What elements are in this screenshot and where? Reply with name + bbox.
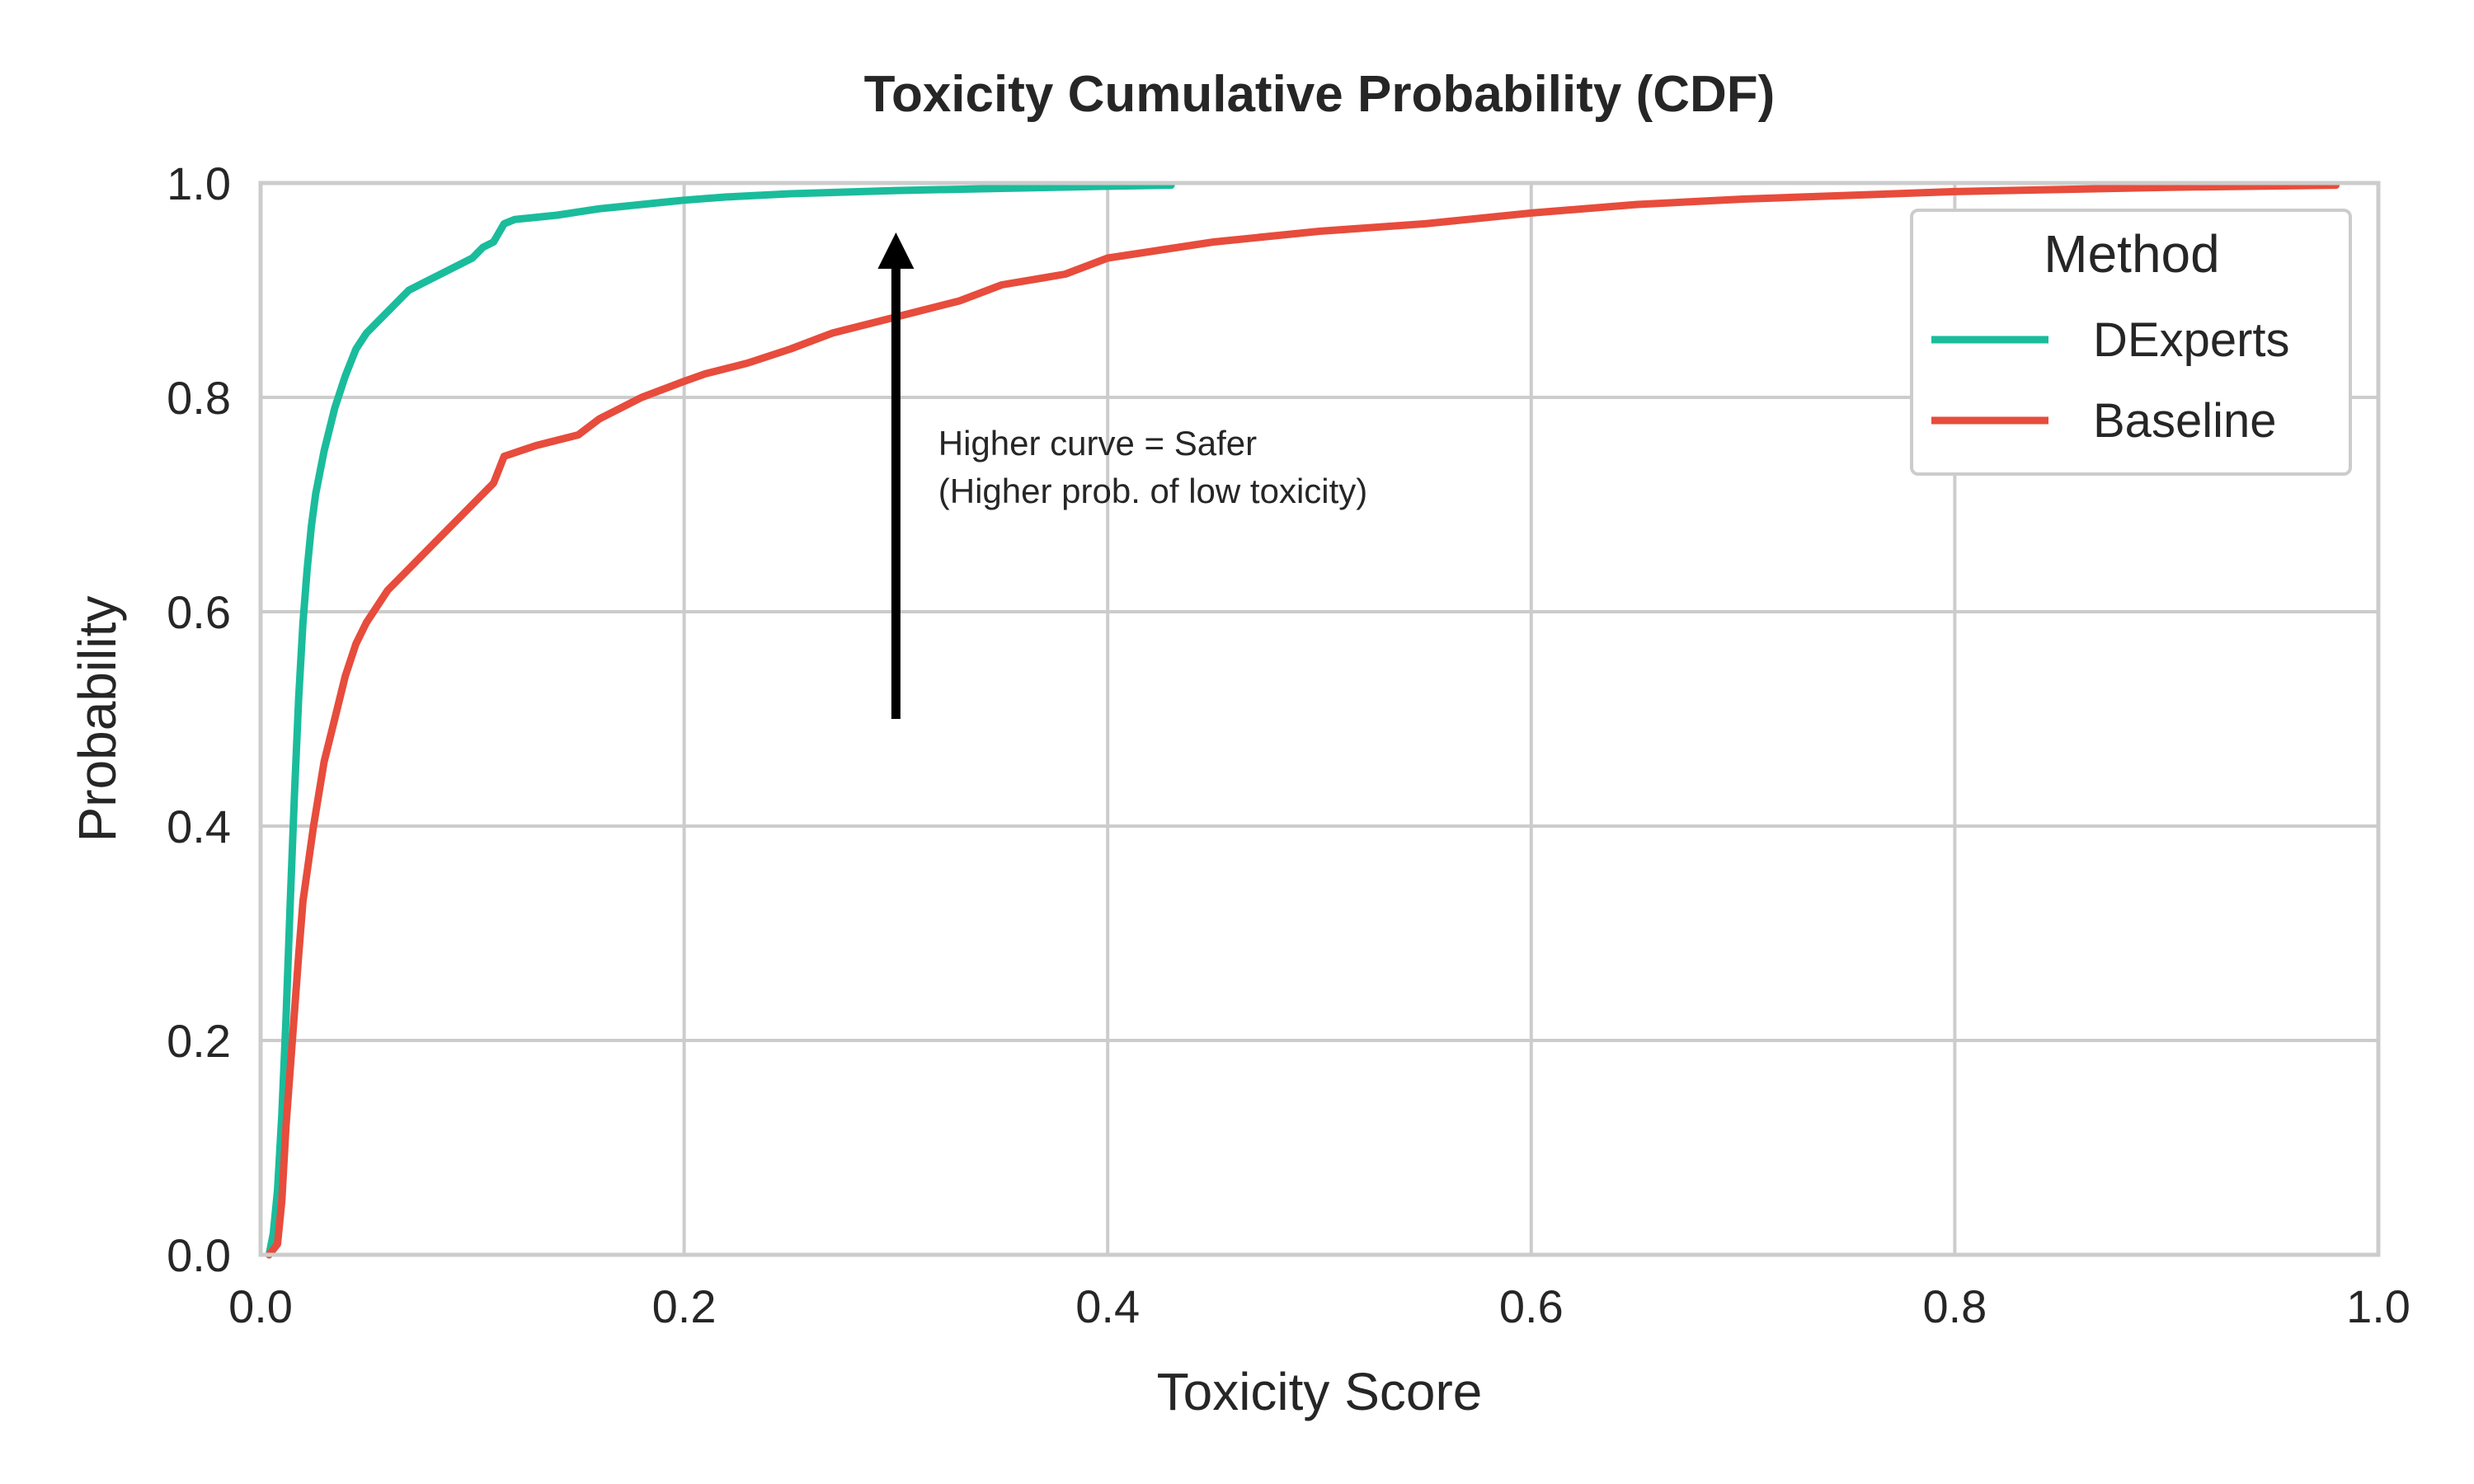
- x-tick-label: 0.4: [1075, 1280, 1140, 1332]
- y-tick-label: 0.0: [167, 1229, 231, 1281]
- y-tick-label: 1.0: [167, 157, 231, 209]
- legend: Method DExperts Baseline: [1910, 209, 2352, 476]
- chart-title: Toxicity Cumulative Probability (CDF): [864, 66, 1776, 123]
- y-tick-label: 0.6: [167, 586, 231, 638]
- plot-frame: [258, 181, 2381, 1257]
- series-line-dexperts: [265, 181, 1175, 1259]
- x-tick-label: 0.8: [1922, 1280, 1987, 1332]
- legend-label-baseline: Baseline: [2093, 394, 2276, 448]
- x-tick-label: 0.2: [652, 1280, 717, 1332]
- x-tick-labels: 0.0 0.2 0.4 0.6 0.8 1.0: [228, 1280, 2411, 1332]
- y-tick-label: 0.8: [167, 372, 231, 424]
- y-tick-labels: 0.0 0.2 0.4 0.6 0.8 1.0: [167, 157, 231, 1281]
- annotation-line-2: (Higher prob. of low toxicity): [938, 472, 1368, 510]
- y-tick-label: 0.4: [167, 801, 231, 852]
- x-tick-label: 0.6: [1499, 1280, 1564, 1332]
- legend-title: Method: [2044, 224, 2219, 284]
- series-lines: [265, 181, 2340, 1259]
- y-tick-label: 0.2: [167, 1015, 231, 1067]
- annotation-line-1: Higher curve = Safer: [938, 424, 1257, 463]
- legend-label-dexperts: DExperts: [2093, 313, 2290, 367]
- legend-box: [1910, 209, 2352, 476]
- x-axis-label: Toxicity Score: [1157, 1362, 1483, 1421]
- y-axis-label: Probability: [68, 596, 127, 843]
- x-tick-label: 1.0: [2346, 1280, 2411, 1332]
- annotation: Higher curve = Safer (Higher prob. of lo…: [877, 232, 1368, 719]
- series-line-baseline: [265, 181, 2340, 1259]
- x-tick-label: 0.0: [228, 1280, 293, 1332]
